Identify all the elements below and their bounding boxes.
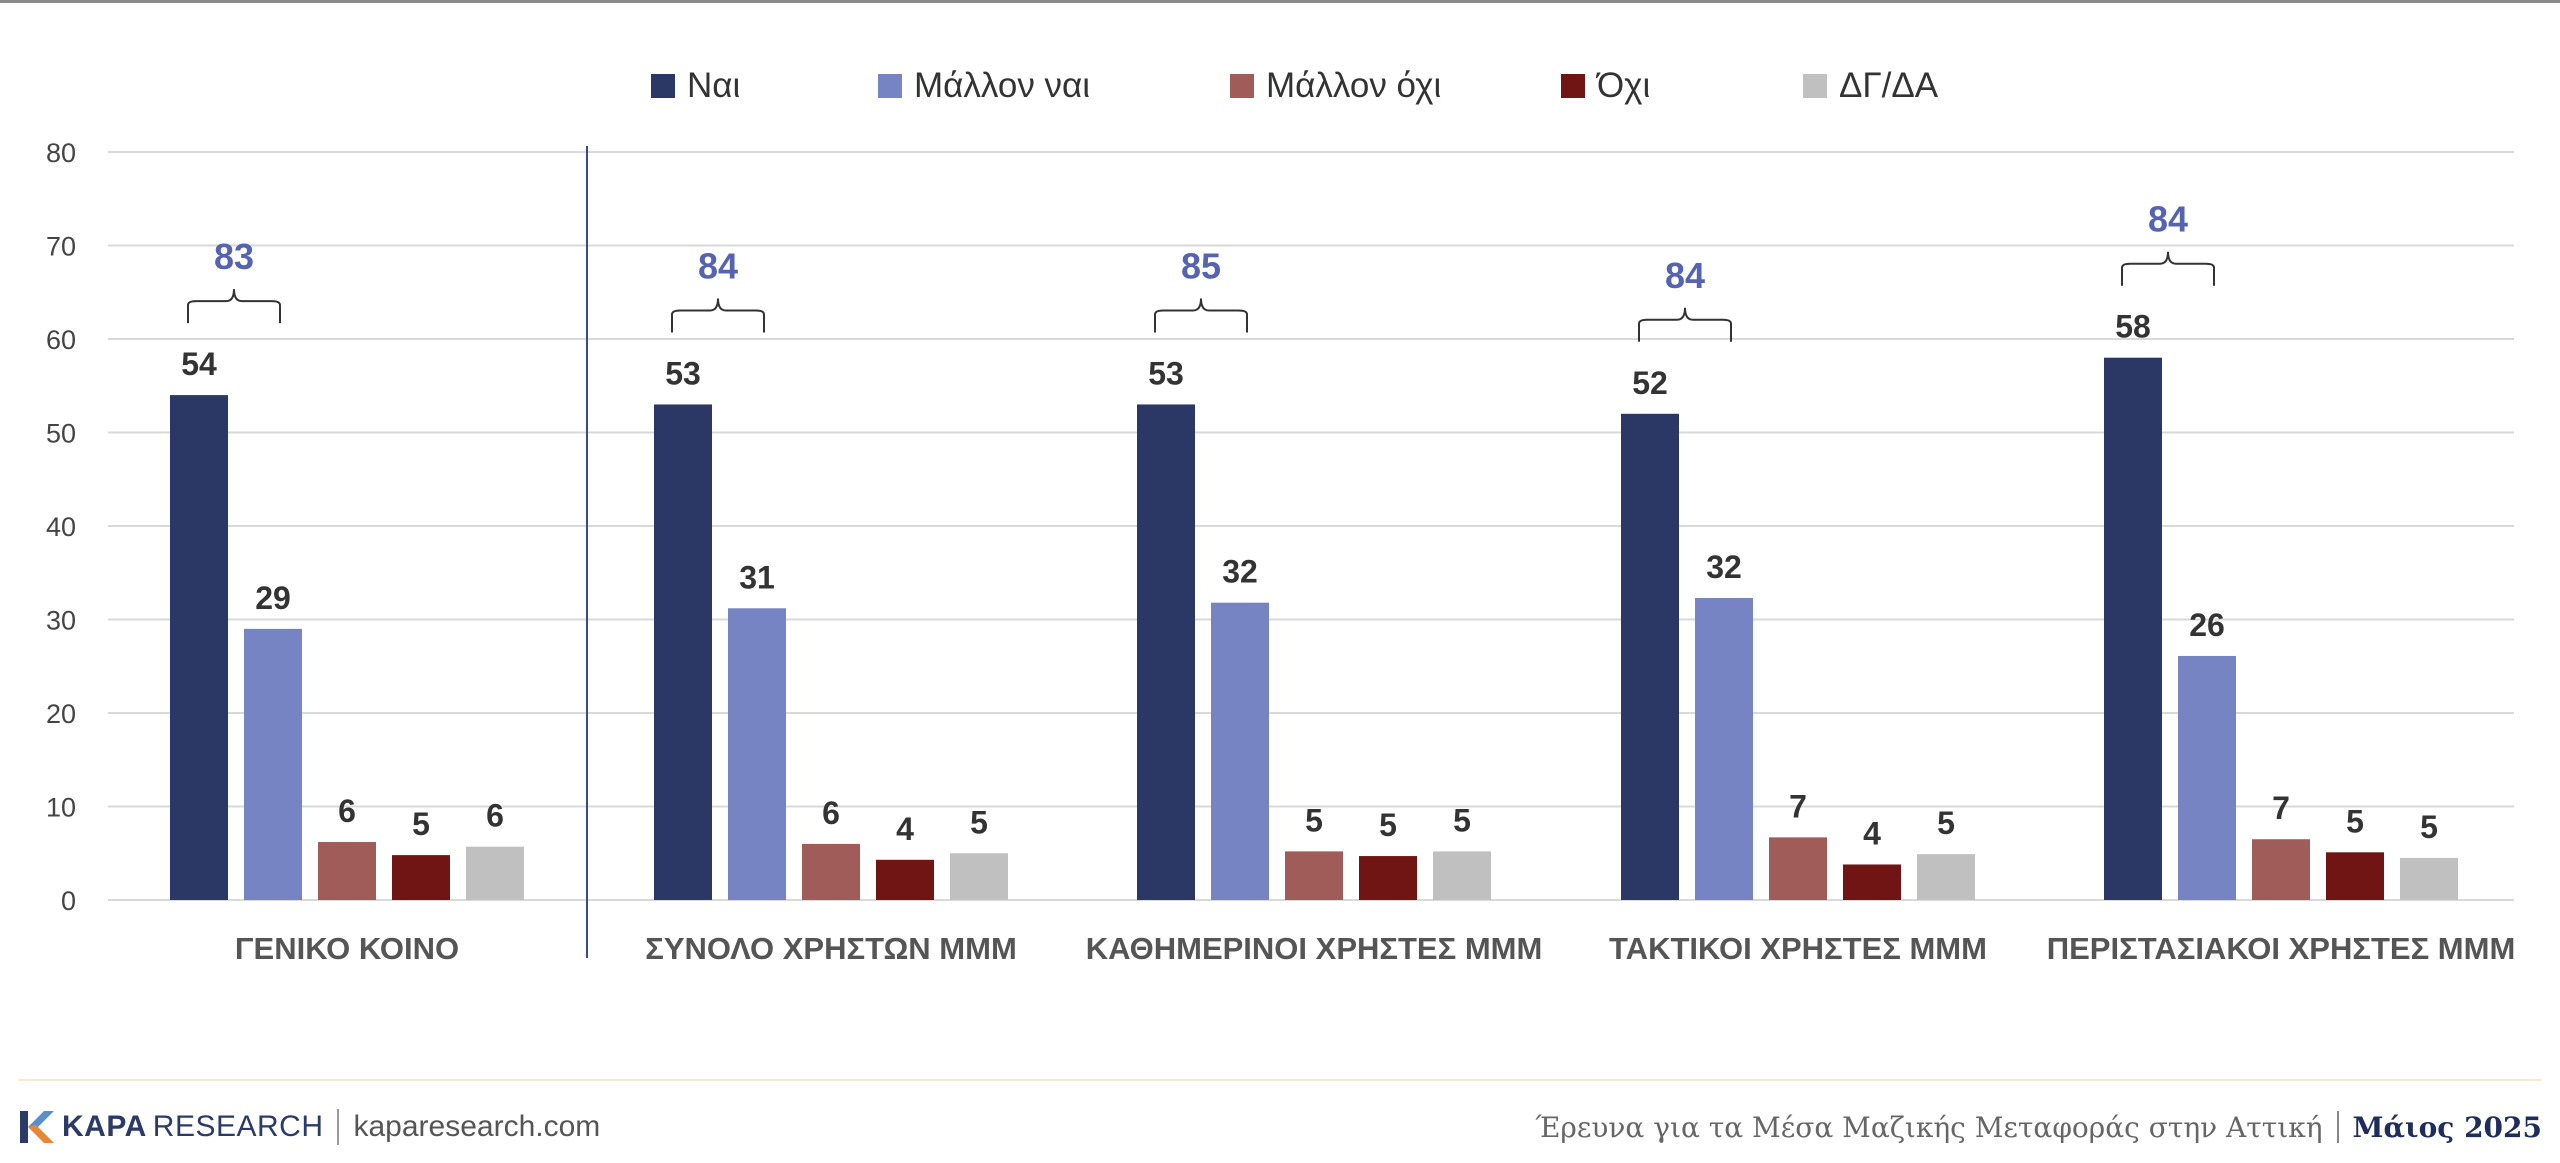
bar-2-1 <box>1211 602 1269 900</box>
total-bracket <box>187 289 281 324</box>
legend-swatch <box>1230 74 1254 98</box>
y-tick-label: 0 <box>61 886 76 916</box>
total-label: 84 <box>1665 255 1705 296</box>
bar-0-1 <box>244 628 302 900</box>
bar-value-label: 6 <box>822 795 840 831</box>
bar-value-label: 6 <box>338 793 356 829</box>
y-tick-label: 20 <box>46 699 76 729</box>
bar-1-0 <box>654 404 712 900</box>
bar-0-3 <box>392 855 450 900</box>
bar-1-1 <box>728 608 786 900</box>
bar-3-4 <box>1917 854 1975 900</box>
brand-separator <box>337 1109 340 1145</box>
category-label: ΚΑΘΗΜΕΡΙΝΟΙ ΧΡΗΣΤΕΣ ΜΜΜ <box>1086 931 1543 966</box>
legend-swatch <box>1803 74 1827 98</box>
legend-label: ΔΓ/ΔΑ <box>1839 66 1939 105</box>
bar-value-label: 5 <box>412 806 430 842</box>
y-tick-label: 70 <box>46 232 76 262</box>
legend-label: Μάλλον όχι <box>1266 66 1441 105</box>
bar-value-label: 52 <box>1632 365 1668 401</box>
footer-separator <box>2336 1111 2339 1143</box>
bar-1-4 <box>950 853 1008 900</box>
bar-2-2 <box>1285 851 1343 900</box>
bar-value-label: 5 <box>1937 805 1955 841</box>
total-label: 85 <box>1181 245 1221 286</box>
bar-value-label: 26 <box>2189 607 2225 643</box>
y-tick-label: 60 <box>46 325 76 355</box>
brand-name-bold: KAPA <box>62 1110 147 1143</box>
bar-value-label: 5 <box>970 804 988 840</box>
footer-brand: KAPA RESEARCH kaparesearch.com <box>18 1104 600 1150</box>
website-link[interactable]: kaparesearch.com <box>353 1110 601 1143</box>
bar-4-3 <box>2326 852 2384 900</box>
bar-value-label: 54 <box>181 346 217 382</box>
legend-swatch <box>651 74 675 98</box>
bar-4-4 <box>2400 857 2458 900</box>
bar-4-1 <box>2178 655 2236 900</box>
kapa-logo-icon <box>20 1111 54 1143</box>
category-label: ΓΕΝΙΚΟ ΚΟΙΝΟ <box>235 931 459 966</box>
bar-value-label: 29 <box>255 580 291 616</box>
bar-0-0 <box>170 395 228 900</box>
bar-value-label: 53 <box>665 355 701 391</box>
bar-2-4 <box>1433 851 1491 900</box>
bar-3-3 <box>1843 864 1901 900</box>
category-label: ΤΑΚΤΙΚΟΙ ΧΡΗΣΤΕΣ ΜΜΜ <box>1609 931 1987 966</box>
footer-survey-info: Έρευνα για τα Μέσα Μαζικής Μεταφοράς στη… <box>1535 1104 2542 1150</box>
bar-value-label: 4 <box>896 811 914 847</box>
legend-label: Ναι <box>687 66 740 105</box>
total-label: 84 <box>698 245 738 286</box>
y-tick-label: 30 <box>46 606 76 636</box>
bar-value-label: 4 <box>1863 815 1881 851</box>
bar-value-label: 5 <box>2420 809 2438 845</box>
bar-4-2 <box>2252 839 2310 900</box>
bar-value-label: 5 <box>2346 803 2364 839</box>
bar-value-label: 53 <box>1148 355 1184 391</box>
category-label: ΠΕΡΙΣΤΑΣΙΑΚΟΙ ΧΡΗΣΤΕΣ ΜΜΜ <box>2047 931 2516 966</box>
bar-value-label: 32 <box>1706 549 1742 585</box>
bar-value-label: 5 <box>1453 802 1471 838</box>
bar-value-label: 58 <box>2115 309 2151 345</box>
bar-4-0 <box>2104 357 2162 900</box>
bar-3-2 <box>1769 837 1827 900</box>
bar-value-label: 7 <box>1789 788 1807 824</box>
total-bracket <box>1154 298 1248 333</box>
top-rule <box>0 0 2560 3</box>
bar-value-label: 31 <box>739 559 775 595</box>
bar-1-3 <box>876 859 934 900</box>
bar-2-0 <box>1137 404 1195 900</box>
brand-name-light: RESEARCH <box>152 1110 324 1143</box>
legend-label: Μάλλον ναι <box>914 66 1090 105</box>
survey-date: Μάιος 2025 <box>2352 1110 2543 1144</box>
total-bracket <box>1638 307 1732 342</box>
footer-divider <box>18 1079 2542 1081</box>
bar-value-label: 6 <box>486 798 504 834</box>
bar-value-label: 7 <box>2272 790 2290 826</box>
total-bracket <box>2121 251 2215 286</box>
category-label: ΣΥΝΟΛΟ ΧΡΗΣΤΩΝ ΜΜΜ <box>645 931 1017 966</box>
y-tick-label: 40 <box>46 512 76 542</box>
bar-2-3 <box>1359 856 1417 900</box>
legend-swatch <box>1561 74 1585 98</box>
survey-title: Έρευνα για τα Μέσα Μαζικής Μεταφοράς στη… <box>1535 1110 2323 1144</box>
bar-3-1 <box>1695 597 1753 900</box>
bar-0-4 <box>466 846 524 900</box>
bar-1-2 <box>802 843 860 900</box>
bar-3-0 <box>1621 413 1679 900</box>
total-label: 83 <box>214 236 254 277</box>
legend-label: Όχι <box>1595 66 1650 105</box>
legend-swatch <box>878 74 902 98</box>
y-tick-label: 50 <box>46 419 76 449</box>
bar-value-label: 5 <box>1379 807 1397 843</box>
total-label: 84 <box>2148 199 2188 240</box>
bar-value-label: 32 <box>1222 554 1258 590</box>
total-bracket <box>671 298 765 333</box>
y-tick-label: 10 <box>46 793 76 823</box>
y-tick-label: 80 <box>46 138 76 168</box>
bar-value-label: 5 <box>1305 802 1323 838</box>
bar-0-2 <box>318 842 376 900</box>
